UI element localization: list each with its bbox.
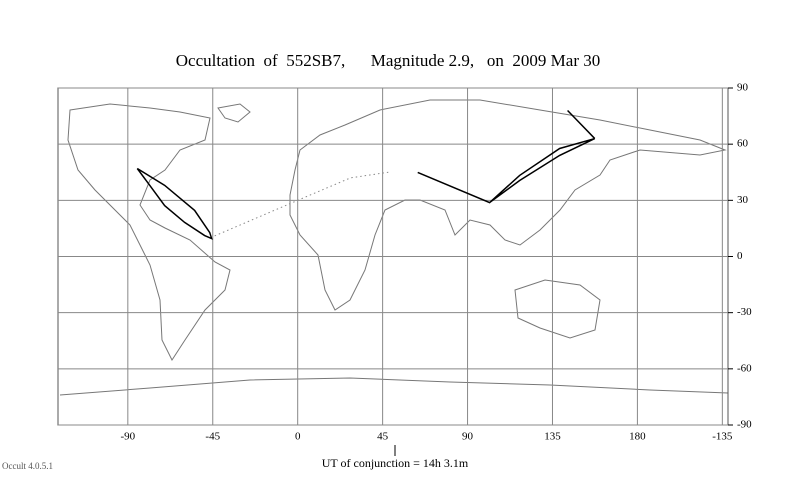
y-tick-label: -30 — [737, 306, 752, 318]
footer: Occult 4.0.5.1 — [2, 461, 53, 471]
antarctica-coast — [59, 377, 729, 396]
path-line — [417, 137, 596, 204]
americas-coast — [67, 103, 231, 362]
y-tick-label: -90 — [737, 419, 752, 431]
x-tick-label: 90 — [462, 431, 474, 443]
greenland-coast — [217, 103, 251, 123]
coastlines — [59, 99, 729, 396]
x-tick-label: -45 — [205, 431, 220, 443]
y-tick-label: 60 — [737, 138, 749, 150]
y-tick-label: -60 — [737, 362, 752, 374]
x-tick-label: -90 — [120, 431, 135, 443]
x-tick-label: -135 — [712, 431, 733, 443]
eurasia-africa-coast — [289, 99, 727, 311]
x-tick-label: 0 — [295, 431, 301, 443]
chart-title: Occultation of 552SB7, Magnitude 2.9, on… — [176, 51, 601, 70]
x-axis-label: UT of conjunction = 14h 3.1m — [322, 456, 469, 470]
y-tick-label: 0 — [737, 250, 743, 262]
x-tick-label: 45 — [377, 431, 389, 443]
path-line — [214, 171, 389, 237]
path-line — [136, 167, 213, 240]
x-tick-label: 180 — [629, 431, 646, 443]
path-line — [567, 109, 596, 140]
y-tick-label: 30 — [737, 194, 749, 206]
x-tick-label: 135 — [544, 431, 561, 443]
australia-coast — [514, 279, 601, 339]
y-tick-label: 90 — [737, 82, 749, 94]
